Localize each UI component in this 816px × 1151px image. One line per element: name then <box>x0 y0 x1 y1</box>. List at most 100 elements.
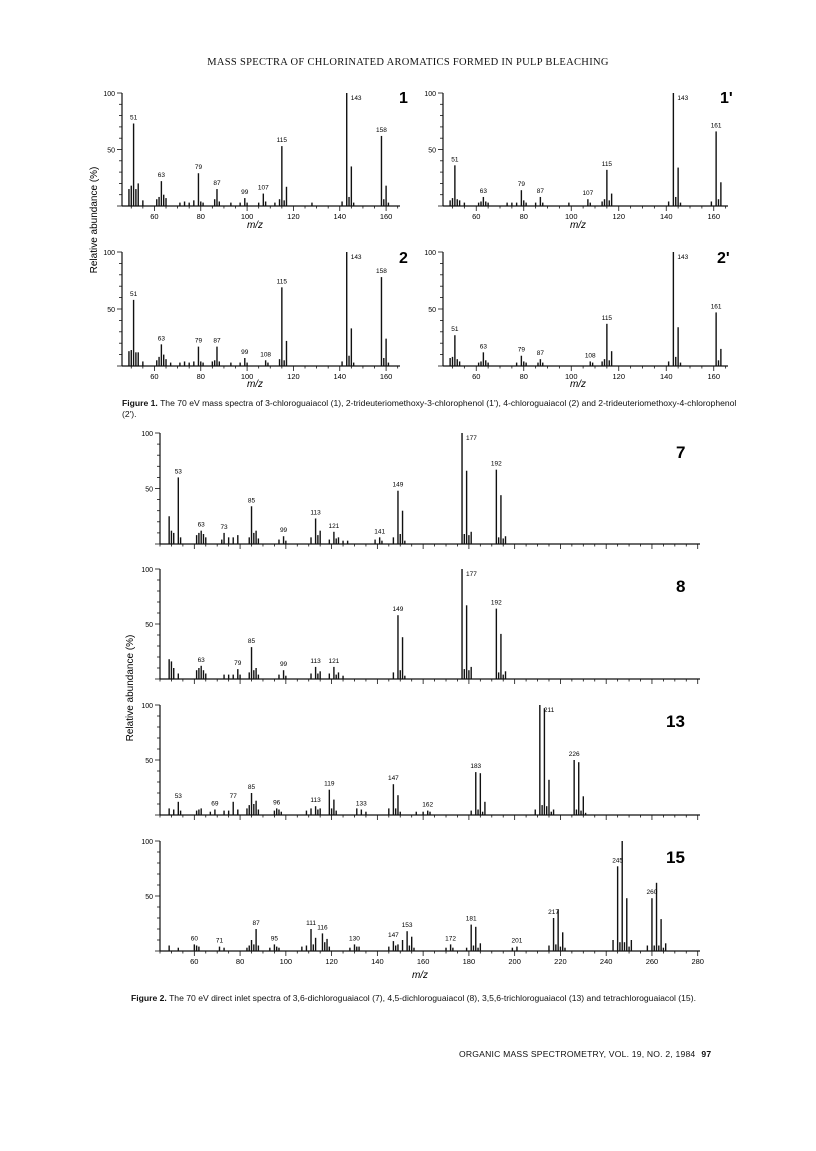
x-tick-label: 60 <box>150 212 158 221</box>
peak-label: 226 <box>569 751 580 758</box>
figure-1-label: Figure 1. <box>122 398 158 408</box>
x-tick-label: 60 <box>472 372 480 381</box>
peak-label: 71 <box>216 938 224 945</box>
peak-label: 79 <box>234 660 242 667</box>
peak-label: 192 <box>491 461 502 468</box>
compound-label-2: 2 <box>399 250 408 267</box>
x-tick-label: 80 <box>197 372 205 381</box>
peak-label: 113 <box>310 658 321 665</box>
peak-label: 63 <box>158 172 166 179</box>
x-tick-label: 140 <box>660 372 673 381</box>
peak-label: 181 <box>466 916 477 923</box>
y-tick-label: 50 <box>107 307 115 314</box>
peak-label: 192 <box>491 600 502 607</box>
x-tick-label: 160 <box>380 212 393 221</box>
peak-label: 113 <box>310 509 321 516</box>
x-tick-label: 140 <box>371 957 384 966</box>
x-tick-label: 120 <box>612 212 625 221</box>
x-tick-label: 120 <box>287 372 300 381</box>
peak-label: 217 <box>548 909 559 916</box>
peak-label: 51 <box>130 291 138 298</box>
page-number: 97 <box>701 1049 712 1059</box>
peak-label: 95 <box>271 935 279 942</box>
peak-label: 99 <box>280 661 288 668</box>
compound-label-15: 15 <box>666 848 685 867</box>
peak-label: 79 <box>195 164 203 171</box>
peak-label: 177 <box>466 435 477 442</box>
y-tick-label: 50 <box>107 148 115 155</box>
peak-label: 116 <box>317 924 328 931</box>
peak-label: 115 <box>277 278 288 285</box>
y-tick-label: 50 <box>145 487 153 494</box>
x-tick-label: 140 <box>334 372 347 381</box>
peak-label: 108 <box>585 352 596 359</box>
peak-label: 133 <box>356 801 367 808</box>
x-tick-label: 100 <box>241 372 254 381</box>
peak-label: 162 <box>422 802 433 809</box>
peak-label: 115 <box>277 137 288 144</box>
peak-label: 99 <box>280 527 288 534</box>
x-tick-label: 220 <box>554 957 567 966</box>
peak-label: 79 <box>518 181 526 188</box>
figure-2-caption: Figure 2. The 70 eV direct inlet spectra… <box>131 993 711 1004</box>
compound-label-2-prime: 2' <box>717 250 730 267</box>
peak-label: 69 <box>211 801 219 808</box>
spectrum-2-prime: 50 100 60 80 100 120 140 160 51 63 79 87 108 115 143 16… <box>424 250 728 381</box>
peak-label: 63 <box>158 335 166 342</box>
figure-2-text: The 70 eV direct inlet spectra of 3,6-di… <box>169 993 696 1003</box>
x-tick-label: 120 <box>612 372 625 381</box>
peak-label: 85 <box>248 497 256 504</box>
y-tick-label: 100 <box>141 703 153 710</box>
peak-label: 115 <box>602 161 613 168</box>
peak-label: 158 <box>376 268 387 275</box>
peak-label: 107 <box>258 185 269 192</box>
peak-label: 245 <box>612 857 623 864</box>
spectrum-15: 50 100 60 80 100 120 140 160 180 200 220 240 260 280 6… <box>141 839 704 966</box>
compound-label-13: 13 <box>666 712 685 731</box>
compound-label-7: 7 <box>676 443 685 462</box>
x-tick-label: 60 <box>190 957 198 966</box>
y-tick-label: 100 <box>103 91 115 98</box>
x-tick-label: 100 <box>241 212 254 221</box>
peak-label: 87 <box>213 338 221 345</box>
peak-label: 79 <box>518 347 526 354</box>
spectrum-8: 50 100 63 79 85 99 113 121 149 177 192 <box>141 567 700 684</box>
peak-label: 60 <box>191 935 199 942</box>
peak-label: 177 <box>466 571 477 578</box>
spectrum-2: 50 100 60 80 100 120 140 160 51 63 79 87 99 108 115 143… <box>103 250 400 381</box>
peak-label: 73 <box>220 524 228 531</box>
x-tick-label: 140 <box>334 212 347 221</box>
peak-label: 99 <box>241 349 249 356</box>
peak-label: 79 <box>195 338 203 345</box>
y-tick-label: 100 <box>424 91 436 98</box>
peak-label: 149 <box>393 482 404 489</box>
peak-label: 149 <box>393 606 404 613</box>
compound-label-1-prime: 1' <box>720 90 733 107</box>
spectrum-1: 50 100 60 80 100 120 140 160 51 63 79 87 99 107 115 143… <box>103 91 400 221</box>
peak-label: 153 <box>402 922 413 929</box>
x-tick-label: 60 <box>150 372 158 381</box>
figure-2-label: Figure 2. <box>131 993 167 1003</box>
peak-label: 111 <box>306 920 316 927</box>
figure-1-caption: Figure 1. The 70 eV mass spectra of 3-ch… <box>122 398 742 420</box>
peak-label: 121 <box>328 523 339 530</box>
peak-label: 161 <box>711 303 722 310</box>
peak-label: 85 <box>248 784 256 791</box>
peak-label: 96 <box>273 799 281 806</box>
fig2-xlabel: m/z <box>412 970 428 981</box>
peak-label: 51 <box>130 115 138 122</box>
peak-label: 85 <box>248 638 256 645</box>
peak-label: 51 <box>451 326 459 333</box>
peak-label: 87 <box>252 920 260 927</box>
peak-label: 115 <box>602 315 613 322</box>
x-tick-label: 80 <box>520 372 528 381</box>
y-tick-label: 100 <box>424 250 436 257</box>
peak-label: 99 <box>241 189 249 196</box>
peak-label: 130 <box>349 935 360 942</box>
y-tick-label: 50 <box>145 758 153 765</box>
running-header: MASS SPECTRA OF CHLORINATED AROMATICS FO… <box>207 57 609 68</box>
x-tick-label: 80 <box>236 957 244 966</box>
fig1-ylabel: Relative abundance (%) <box>89 167 100 274</box>
x-tick-label: 80 <box>520 212 528 221</box>
